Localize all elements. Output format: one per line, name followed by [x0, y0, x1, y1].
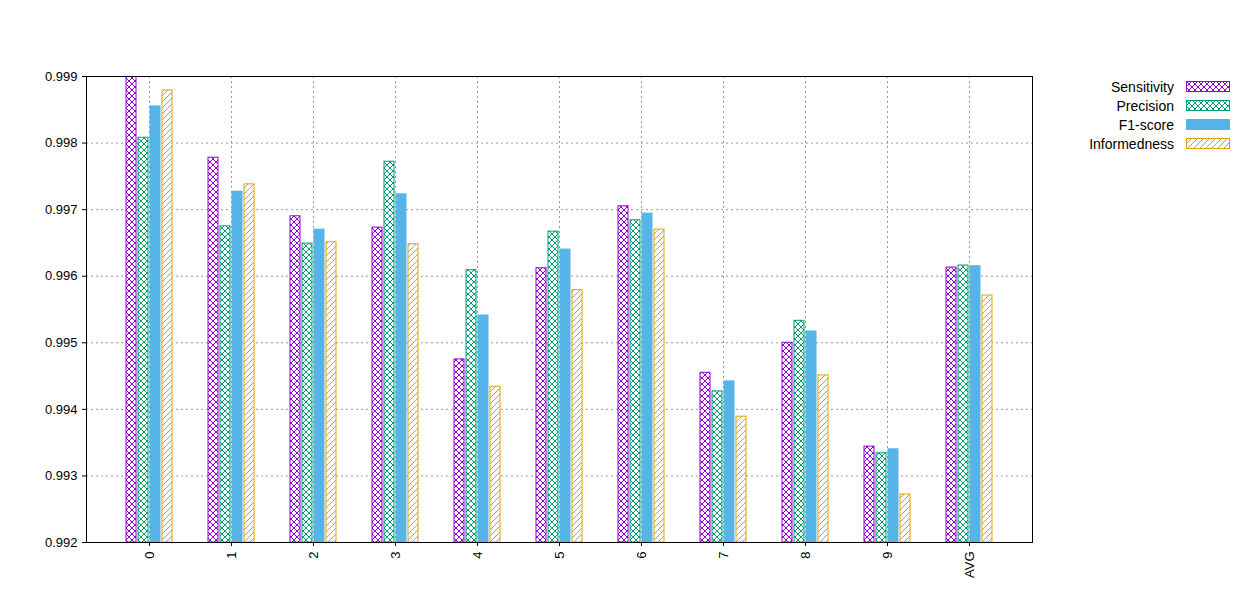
svg-text:0.994: 0.994 [45, 402, 78, 417]
html-text:Sensitivity: Sensitivity [1111, 78, 1174, 95]
svg-text:0.999: 0.999 [45, 69, 78, 84]
html-text:Precision: Precision [1116, 97, 1174, 114]
svg-text:0.992: 0.992 [45, 535, 78, 550]
svg-text:5: 5 [552, 552, 567, 559]
svg-text:0.995: 0.995 [45, 335, 78, 350]
svg-text:0.996: 0.996 [45, 268, 78, 283]
svg-text:0.997: 0.997 [45, 202, 78, 217]
svg-text:2: 2 [306, 552, 321, 559]
svg-text:0.993: 0.993 [45, 468, 78, 483]
svg-text:7: 7 [716, 552, 731, 559]
svg-text:1: 1 [224, 552, 239, 559]
html-text:Informedness: Informedness [1089, 135, 1174, 152]
svg-text:AVG: AVG [962, 552, 977, 579]
svg-text:3: 3 [388, 552, 403, 559]
svg-text:4: 4 [470, 552, 485, 559]
svg-text:6: 6 [634, 552, 649, 559]
svg-text:0: 0 [142, 552, 157, 559]
svg-text:8: 8 [798, 552, 813, 559]
html-text:F1-score: F1-score [1118, 116, 1174, 133]
svg-text:9: 9 [880, 552, 895, 559]
svg-text:0.998: 0.998 [45, 135, 78, 150]
